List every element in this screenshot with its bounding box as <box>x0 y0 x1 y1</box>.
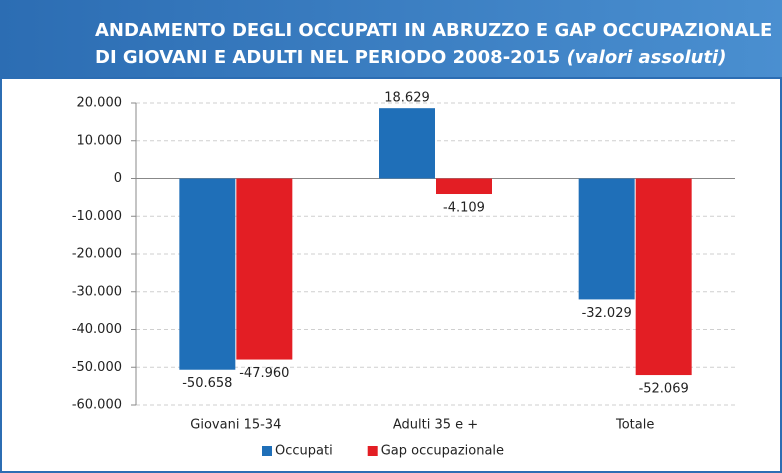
data-label: -50.658 <box>182 376 232 391</box>
y-tick-label: -60.000 <box>72 398 122 413</box>
chart-title: DI GIOVANI E ADULTI NEL PERIODO 2008-201… <box>95 47 726 68</box>
data-label: -47.960 <box>239 366 289 381</box>
y-tick-label: -40.000 <box>72 322 122 337</box>
legend-swatch <box>262 446 272 456</box>
bar <box>379 108 435 179</box>
data-label: -32.029 <box>582 306 632 321</box>
legend-swatch <box>367 446 378 456</box>
bar <box>436 178 492 195</box>
data-label: -52.069 <box>639 382 689 397</box>
chart-title: ANDAMENTO DEGLI OCCUPATI IN ABRUZZO E GA… <box>95 20 772 41</box>
y-tick-label: -20.000 <box>72 247 122 262</box>
bar <box>236 178 293 360</box>
y-tick-label: -50.000 <box>72 360 122 375</box>
bar <box>635 178 692 376</box>
bar <box>578 178 635 300</box>
y-tick-label: 20.000 <box>77 96 123 111</box>
x-tick-label: Adulti 35 e + <box>393 418 478 433</box>
data-label: -4.109 <box>443 201 485 216</box>
x-tick-label: Totale <box>615 418 654 433</box>
y-tick-label: -30.000 <box>72 284 122 299</box>
y-tick-label: 10.000 <box>77 133 123 148</box>
bar <box>179 178 236 370</box>
legend-label: Occupati <box>275 444 333 459</box>
data-label: 18.629 <box>384 91 430 106</box>
y-tick-label: -10.000 <box>72 209 122 224</box>
header <box>0 0 782 78</box>
y-tick-label: 0 <box>114 171 122 186</box>
legend-label: Gap occupazionale <box>381 444 504 459</box>
x-tick-label: Giovani 15-34 <box>190 418 281 433</box>
